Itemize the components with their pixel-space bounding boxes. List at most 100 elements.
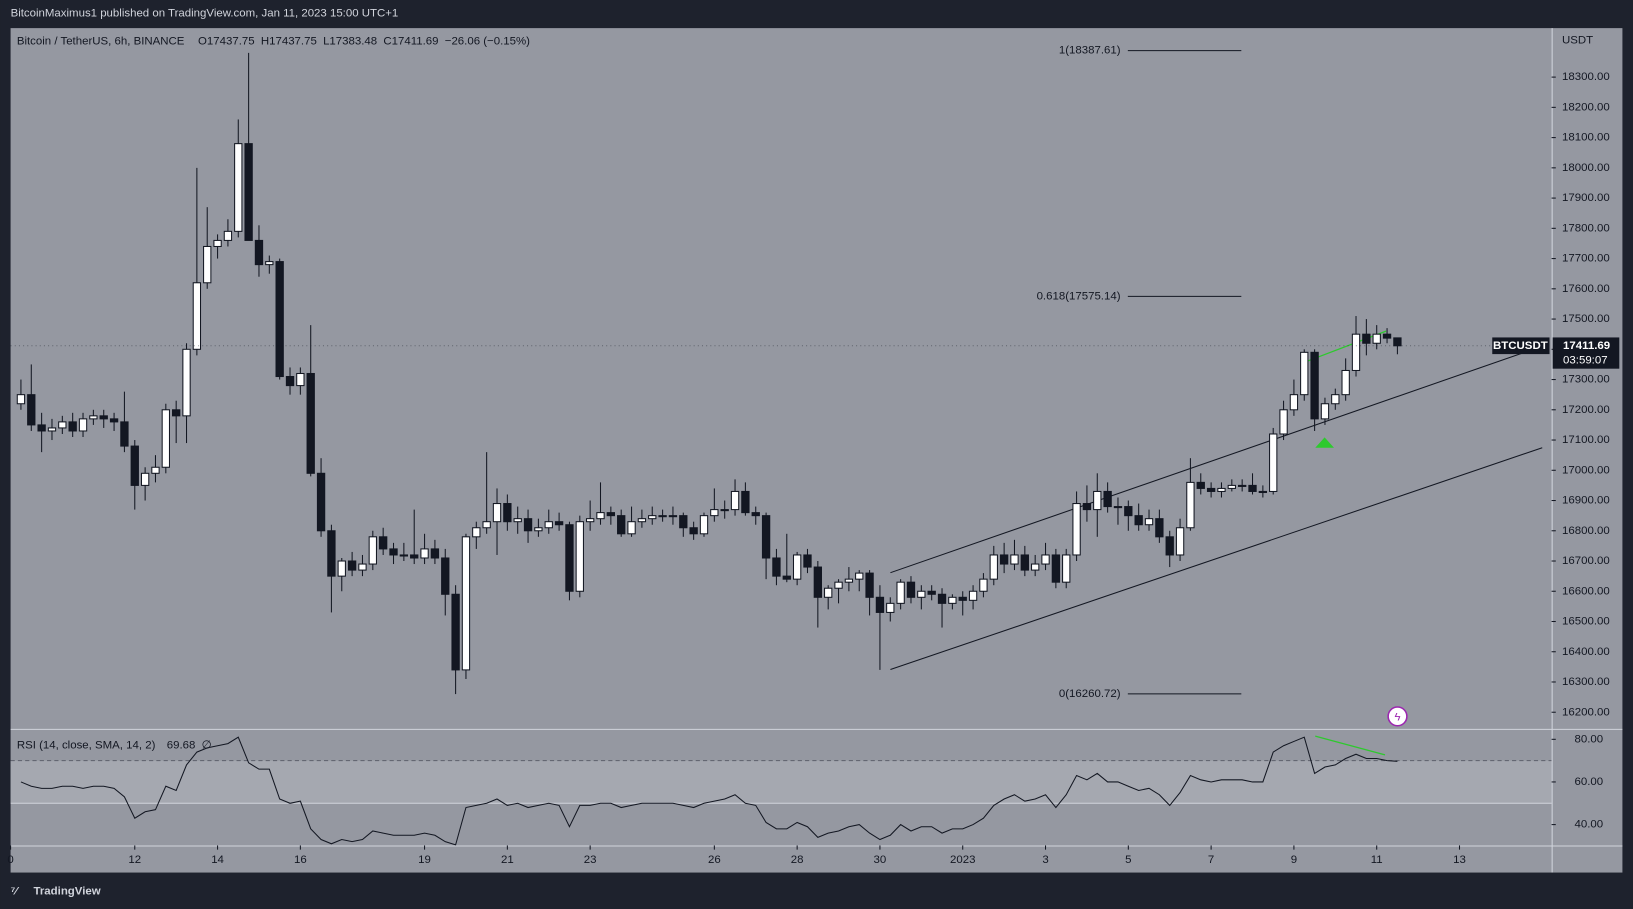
candle-body bbox=[203, 245, 212, 284]
candle-body bbox=[285, 376, 295, 387]
fib-label: 0.618(17575.14) bbox=[1037, 290, 1121, 302]
candle-body bbox=[492, 503, 502, 523]
candle-body bbox=[751, 512, 760, 517]
candle-body bbox=[720, 509, 729, 512]
candle-body bbox=[1113, 506, 1123, 509]
candle-body bbox=[1010, 554, 1019, 565]
fib-label: 1(18387.61) bbox=[1059, 45, 1121, 57]
candle-body bbox=[710, 509, 719, 517]
candle-body bbox=[875, 596, 885, 613]
rsi-tick-label: 40.00 bbox=[1575, 819, 1604, 831]
candle-body bbox=[389, 548, 398, 556]
candle-body bbox=[213, 239, 222, 247]
candle-body bbox=[824, 587, 833, 598]
candle-body bbox=[989, 554, 998, 580]
candle-body bbox=[896, 581, 905, 604]
candle-body bbox=[27, 394, 36, 426]
candle-body bbox=[513, 518, 522, 523]
candle-body bbox=[368, 536, 377, 565]
candle-body bbox=[451, 593, 460, 671]
candle-body bbox=[1289, 394, 1299, 411]
candle-body bbox=[472, 527, 481, 538]
x-tick-label: 3 bbox=[1042, 854, 1048, 866]
fib-label: 0(16260.72) bbox=[1059, 688, 1121, 700]
x-tick-label: 30 bbox=[874, 854, 887, 866]
x-tick-label: 23 bbox=[584, 854, 597, 866]
candle-body bbox=[1382, 333, 1392, 339]
y-tick-label: 16300.00 bbox=[1562, 676, 1610, 688]
candle-body bbox=[741, 490, 750, 514]
y-tick-label: 17900.00 bbox=[1562, 192, 1610, 204]
y-tick-label: 17000.00 bbox=[1562, 464, 1610, 476]
candle-body bbox=[1258, 490, 1268, 494]
candle-body bbox=[948, 596, 957, 604]
candle-body bbox=[1300, 351, 1309, 396]
rsi-tick-label: 80.00 bbox=[1575, 733, 1604, 745]
candle-body bbox=[99, 415, 108, 420]
candle-body bbox=[140, 472, 150, 486]
y-tick-label: 16900.00 bbox=[1562, 495, 1610, 507]
candle-body bbox=[1320, 403, 1330, 420]
candle-body bbox=[1351, 333, 1361, 371]
candle-body bbox=[534, 527, 543, 532]
candle-body bbox=[1217, 487, 1226, 492]
rsi-value: 69.68 bbox=[167, 740, 196, 752]
candle-body bbox=[813, 566, 823, 598]
x-tick-label: 28 bbox=[791, 854, 804, 866]
symbol-tag bbox=[1492, 337, 1550, 355]
y-tick-label: 16400.00 bbox=[1562, 646, 1610, 658]
candle-body bbox=[782, 575, 791, 580]
y-tick-label: 16200.00 bbox=[1562, 706, 1610, 718]
candle-body bbox=[792, 554, 802, 580]
candle-body bbox=[1093, 490, 1102, 511]
candle-body bbox=[441, 557, 450, 595]
candle-body bbox=[689, 527, 698, 535]
candle-body bbox=[865, 572, 874, 598]
candle-body bbox=[120, 421, 129, 447]
candle-body bbox=[58, 421, 67, 429]
candle-body bbox=[1362, 333, 1371, 344]
y-tick-label: 17300.00 bbox=[1562, 374, 1610, 386]
candle-body bbox=[1227, 484, 1236, 489]
candle-body bbox=[347, 560, 357, 571]
candle-body bbox=[937, 593, 947, 604]
x-tick-label: 2023 bbox=[950, 854, 975, 866]
y-tick-label: 18000.00 bbox=[1562, 162, 1610, 174]
symbol-title: Bitcoin / TetherUS, 6h, BINANCE bbox=[17, 36, 185, 48]
candle-body bbox=[730, 490, 740, 511]
y-tick-label: 17100.00 bbox=[1562, 434, 1610, 446]
candle-body bbox=[606, 512, 616, 517]
candle-body bbox=[89, 415, 98, 420]
candle-body bbox=[1124, 506, 1133, 517]
candle-body bbox=[296, 372, 305, 387]
candle-body bbox=[161, 409, 170, 468]
candle-body bbox=[1310, 351, 1319, 420]
candle-body bbox=[761, 515, 771, 559]
ohlc-value: L17383.48 bbox=[323, 36, 377, 48]
candle-body bbox=[47, 427, 57, 432]
y-tick-label: 17800.00 bbox=[1562, 222, 1610, 234]
candle-body bbox=[503, 503, 512, 523]
x-tick-label: 11 bbox=[1371, 854, 1383, 866]
candle-body bbox=[679, 515, 688, 529]
candle-body bbox=[1248, 484, 1257, 492]
ohlc-value: O17437.75 bbox=[198, 36, 255, 48]
candle-body bbox=[1331, 394, 1340, 405]
candle-body bbox=[699, 515, 709, 535]
arrow-up bbox=[1315, 437, 1334, 448]
x-tick-label: 26 bbox=[708, 854, 721, 866]
candle-body bbox=[37, 424, 46, 432]
y-tick-label: 18300.00 bbox=[1562, 71, 1610, 83]
candle-body bbox=[482, 521, 491, 529]
candle-body bbox=[523, 518, 533, 532]
y-tick-label: 17700.00 bbox=[1562, 253, 1610, 265]
candle-body bbox=[327, 530, 336, 577]
candle-body bbox=[172, 409, 181, 417]
candle-body bbox=[1238, 484, 1247, 487]
candle-body bbox=[927, 590, 936, 595]
x-tick-label: 19 bbox=[418, 854, 431, 866]
x-tick-label: 13 bbox=[1453, 854, 1466, 866]
rsi-tick-label: 60.00 bbox=[1575, 776, 1604, 788]
candle-body bbox=[68, 421, 77, 432]
